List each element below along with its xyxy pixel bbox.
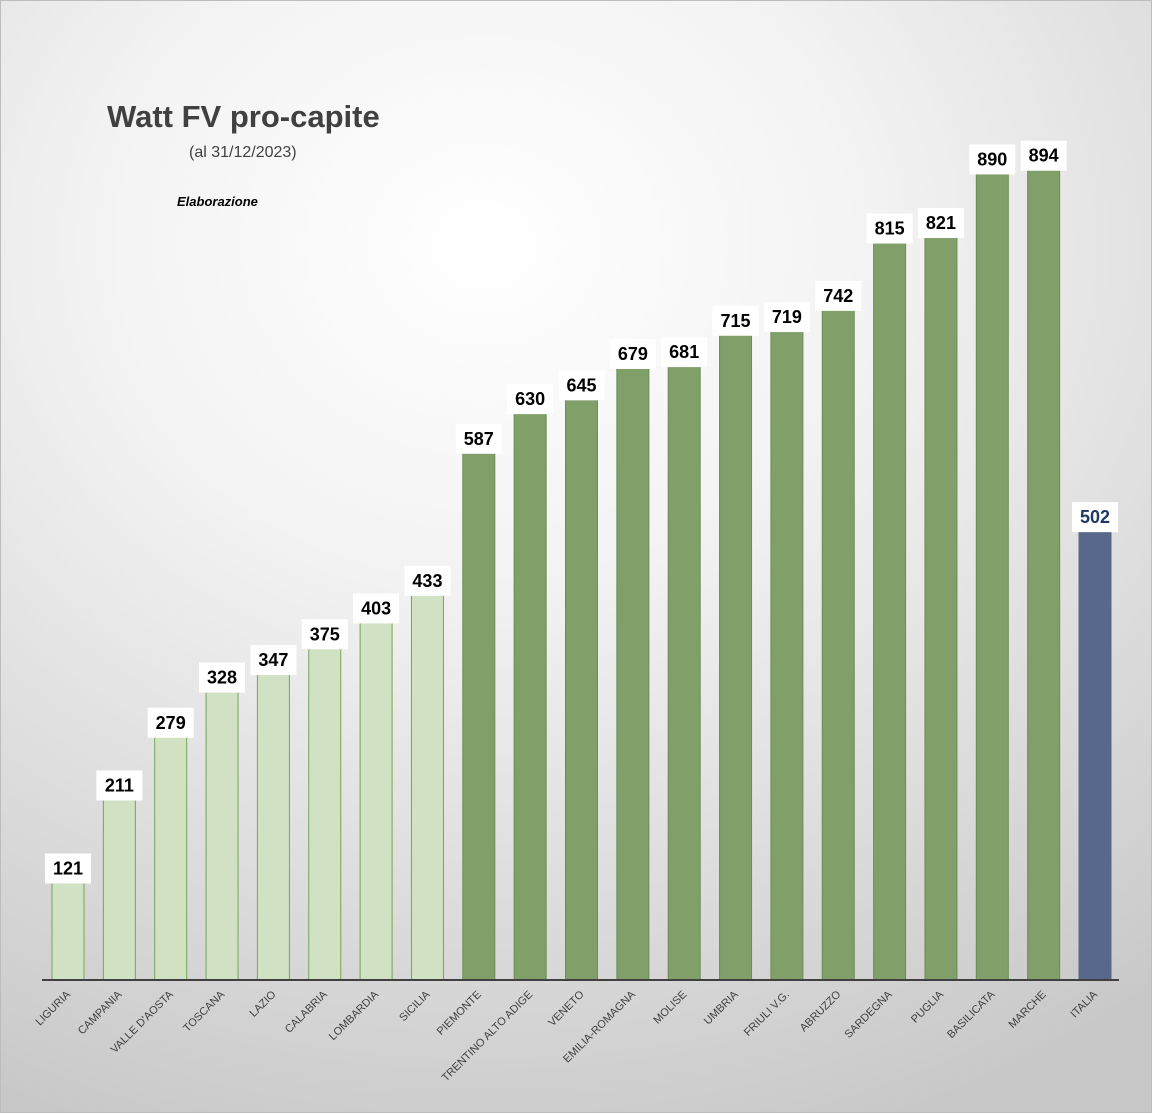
data-label-box <box>199 662 246 693</box>
data-label-box <box>45 853 91 884</box>
data-label: 890 <box>977 149 1007 169</box>
data-label: 211 <box>105 775 134 795</box>
data-label: 279 <box>156 713 186 733</box>
data-label-box <box>1072 502 1118 533</box>
data-label: 328 <box>207 668 237 688</box>
data-label: 121 <box>53 858 83 878</box>
data-label: 742 <box>823 286 853 306</box>
data-label: 347 <box>258 650 288 670</box>
x-tick-label: MOLISE <box>651 989 689 1027</box>
data-label-box <box>96 770 143 801</box>
data-label-box <box>712 305 759 336</box>
bar <box>102 784 136 981</box>
bar <box>513 398 547 981</box>
data-label-box <box>815 280 862 311</box>
x-tick-label: LOMBARDIA <box>327 988 382 1043</box>
x-tick-label: LAZIO <box>248 988 279 1019</box>
data-label: 681 <box>669 342 699 362</box>
data-label: 645 <box>566 375 596 395</box>
x-tick-label: FRIULI V.G. <box>742 989 792 1039</box>
data-label-box <box>147 707 194 738</box>
data-label-box <box>353 593 400 624</box>
x-tick-label: ITALIA <box>1068 988 1100 1020</box>
bar <box>975 158 1009 981</box>
bar <box>719 320 753 981</box>
data-label-box <box>661 337 708 368</box>
data-label-box <box>866 213 913 244</box>
chart-title: Watt FV pro-capite <box>107 99 380 134</box>
data-label: 587 <box>464 429 494 449</box>
x-tick-label: BASILICATA <box>945 988 998 1041</box>
bar <box>565 384 598 981</box>
bar <box>154 722 188 981</box>
data-label-box <box>455 423 502 454</box>
data-label: 719 <box>772 307 802 327</box>
bar <box>821 295 855 981</box>
data-label-box <box>301 619 348 650</box>
x-tick-label: SICILIA <box>397 988 433 1024</box>
data-label: 679 <box>618 344 648 364</box>
data-label: 894 <box>1029 146 1059 166</box>
bar <box>462 438 496 981</box>
data-label: 502 <box>1080 507 1110 527</box>
data-label-box <box>507 384 554 415</box>
bar <box>924 222 958 981</box>
bar <box>359 607 393 981</box>
x-tick-label: CAMPANIA <box>76 988 125 1037</box>
bar <box>616 353 650 981</box>
chart-subtitle: (al 31/12/2023) <box>189 144 297 161</box>
data-label: 630 <box>515 389 545 409</box>
data-label: 433 <box>412 571 442 591</box>
data-label-box <box>404 565 451 596</box>
data-label: 815 <box>875 219 905 239</box>
bar <box>1078 516 1112 981</box>
data-label: 403 <box>361 598 391 618</box>
data-label-box <box>969 144 1016 175</box>
data-label: 375 <box>310 624 340 644</box>
x-tick-label: TOSCANA <box>181 988 227 1034</box>
bar <box>256 659 290 981</box>
data-label-box <box>763 302 810 333</box>
x-tick-label: MARCHE <box>1007 989 1049 1031</box>
data-label-box <box>250 645 297 676</box>
data-label-box <box>1020 140 1067 171</box>
x-tick-label: UMBRIA <box>702 988 741 1027</box>
x-tick-label: TRENTINO ALTO ADIGE <box>440 989 536 1085</box>
bar <box>308 633 342 981</box>
x-tick-label: ABRUZZO <box>798 988 844 1034</box>
x-tick-label: SARDEGNA <box>843 988 896 1041</box>
data-label: 715 <box>721 311 751 331</box>
chart-note: Elaborazione <box>177 194 258 209</box>
bar <box>1027 155 1061 981</box>
bar <box>205 677 239 981</box>
data-label-box <box>917 208 964 239</box>
data-label-box <box>609 338 656 369</box>
x-tick-label: PIEMONTE <box>435 989 484 1038</box>
bar <box>873 228 907 981</box>
x-tick-label: PUGLIA <box>909 988 946 1025</box>
bar <box>410 580 444 981</box>
x-tick-label: VENETO <box>546 988 587 1029</box>
bar <box>667 351 701 981</box>
data-label: 821 <box>926 213 956 233</box>
data-label-box <box>558 370 605 401</box>
bar <box>51 867 85 981</box>
x-tick-label: CALABRIA <box>283 988 330 1035</box>
x-tick-label: LIGURIA <box>34 988 74 1028</box>
bar <box>770 316 804 981</box>
